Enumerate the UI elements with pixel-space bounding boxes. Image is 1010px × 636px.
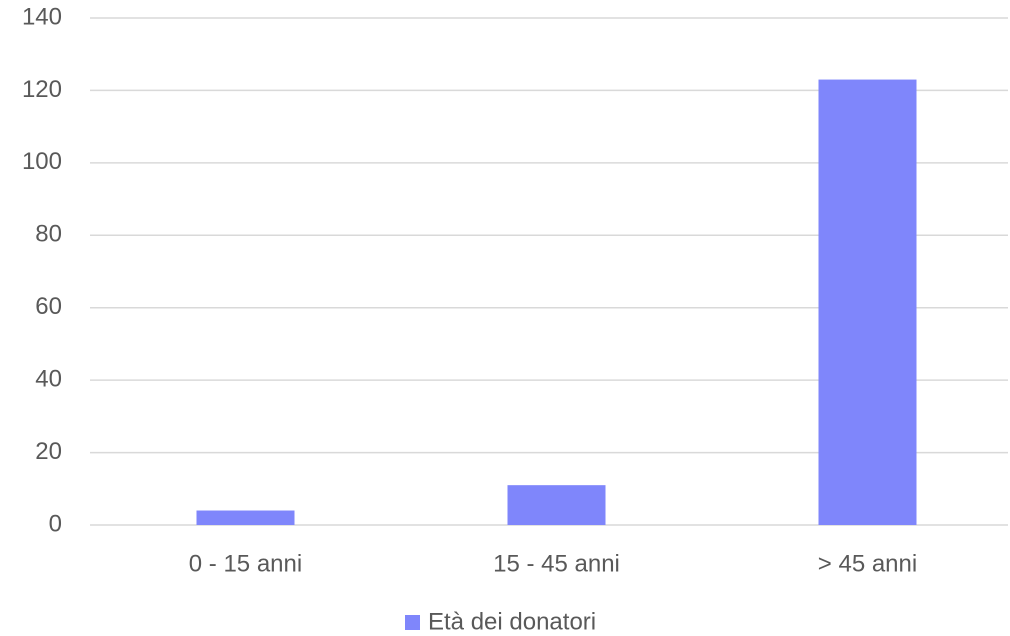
x-tick-label: 15 - 45 anni xyxy=(493,550,620,577)
y-tick-label: 80 xyxy=(35,221,62,248)
y-tick-label: 40 xyxy=(35,365,62,392)
legend-label: Età dei donatori xyxy=(428,608,596,635)
y-tick-label: 0 xyxy=(49,510,62,537)
y-tick-label: 140 xyxy=(22,3,62,30)
x-tick-label: > 45 anni xyxy=(818,550,917,577)
y-tick-label: 120 xyxy=(22,76,62,103)
legend-swatch xyxy=(405,615,420,630)
bar xyxy=(507,485,606,525)
bar xyxy=(818,79,917,526)
bar xyxy=(196,510,295,525)
y-tick-label: 100 xyxy=(22,148,62,175)
x-tick-label: 0 - 15 anni xyxy=(189,550,302,577)
y-tick-label: 20 xyxy=(35,438,62,465)
y-tick-label: 60 xyxy=(35,293,62,320)
